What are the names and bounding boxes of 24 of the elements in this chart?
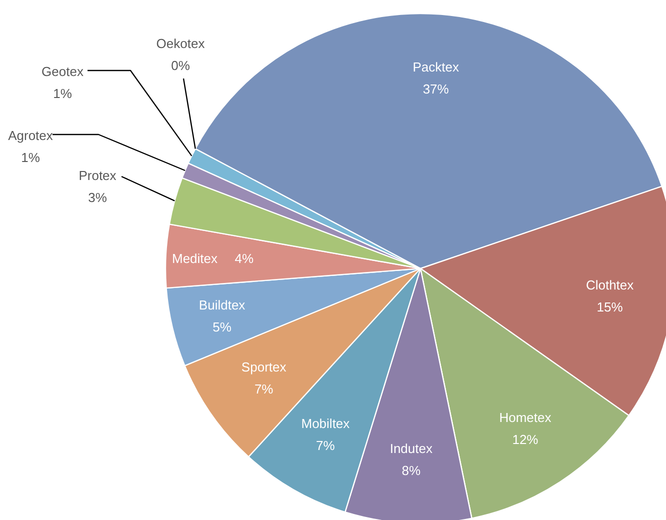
text: 0% (171, 58, 190, 73)
slice-label: Geotex (42, 64, 84, 79)
data-label: 7% (316, 438, 336, 453)
slice-label: Mobiltex (301, 416, 350, 431)
data-label: 4% (234, 251, 254, 266)
data-label: 12% (512, 432, 539, 448)
data-label: 7% (254, 382, 274, 397)
slice-label: Clothtex (586, 277, 634, 292)
slice-label: Protex (78, 168, 117, 183)
slice-label: Agrotex (8, 128, 54, 143)
category-label: Oekotex (156, 36, 205, 51)
slice-label: Hometex (499, 410, 552, 426)
slice-label: Sportex (241, 360, 287, 375)
data-label: 1% (53, 86, 72, 101)
slice-label: Indutex (390, 441, 433, 456)
data-label: 5% (212, 319, 232, 334)
data-label: 15% (596, 299, 624, 314)
slice-label: Meditex (172, 251, 218, 266)
data-label: 1% (21, 150, 40, 165)
slice-label: Buildtex (198, 297, 246, 312)
data-label: 3% (88, 190, 108, 205)
data-label: 37% (422, 81, 450, 96)
data-label: 8% (402, 463, 421, 478)
slice-label: Packtex (412, 59, 460, 74)
